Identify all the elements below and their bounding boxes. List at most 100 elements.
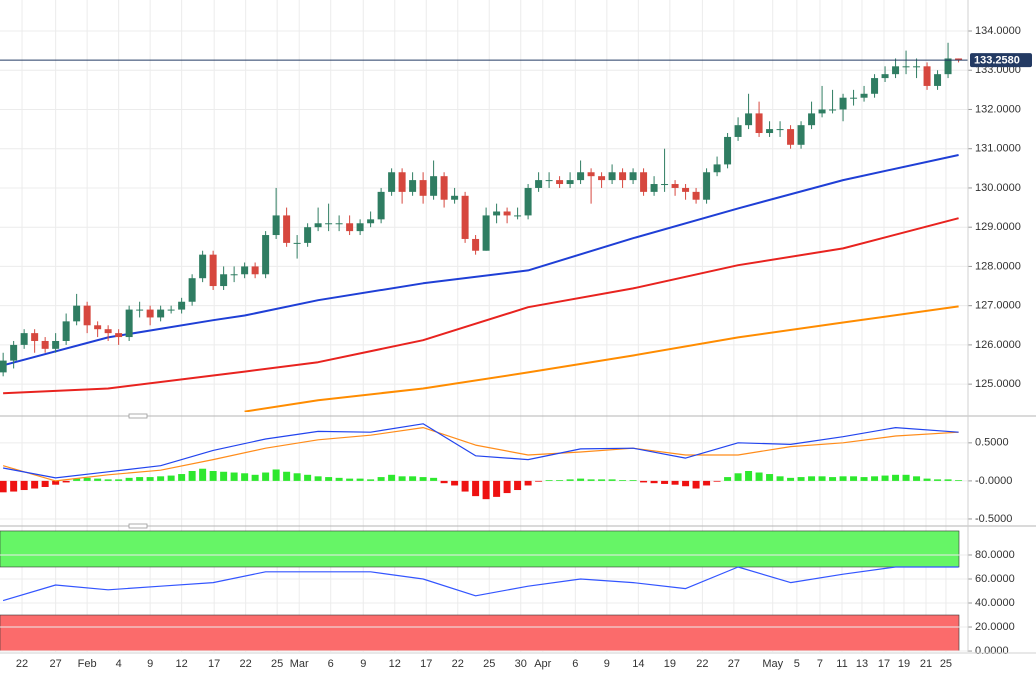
histogram-bar — [566, 479, 574, 481]
candle-body — [755, 113, 763, 134]
x-tick-label: 17 — [878, 658, 890, 670]
candle-body — [409, 180, 417, 192]
histogram-bar — [871, 476, 879, 481]
y-tick-label: 60.0000 — [975, 573, 1015, 585]
y-tick-label: 126.0000 — [975, 339, 1021, 351]
y-tick-label: 130.0000 — [975, 182, 1021, 194]
x-tick-label: Mar — [290, 658, 309, 670]
overbought-band — [0, 530, 960, 568]
histogram-bar — [167, 475, 175, 481]
candle-body — [440, 176, 448, 200]
histogram-bar — [83, 477, 91, 481]
candle-body — [430, 176, 438, 196]
x-tick-label: 22 — [452, 658, 464, 670]
candle-body — [545, 180, 553, 182]
y-tick-label: 80.0000 — [975, 549, 1015, 561]
candle-body — [598, 176, 606, 181]
candle-body — [797, 125, 805, 145]
candle-body — [482, 215, 490, 251]
candle-body — [923, 66, 931, 86]
histogram-bar — [157, 476, 165, 481]
x-tick-label: 12 — [176, 658, 188, 670]
histogram-bar — [734, 473, 742, 481]
x-tick-label: 13 — [856, 658, 868, 670]
candle-body — [52, 340, 60, 349]
candle-body — [146, 309, 154, 318]
candle-body — [587, 172, 595, 177]
histogram-bar — [472, 480, 480, 497]
histogram-bar — [923, 478, 931, 481]
histogram-bar — [503, 480, 511, 494]
last-price-box — [970, 53, 1032, 68]
histogram-bar — [808, 476, 816, 481]
y-tick-label: -0.0000 — [975, 475, 1012, 487]
candle-body — [178, 301, 186, 310]
pane-handle — [128, 413, 148, 419]
histogram-bar — [377, 477, 385, 481]
candle-body — [724, 136, 732, 165]
x-tick-label: 17 — [420, 658, 432, 670]
histogram-bar — [20, 480, 28, 491]
histogram-bar — [304, 474, 312, 481]
candle-body — [157, 309, 165, 318]
histogram-bar — [944, 479, 952, 481]
candle-body — [913, 66, 921, 68]
candle-body — [314, 223, 322, 228]
histogram-bar — [482, 480, 490, 500]
histogram-bar — [619, 480, 627, 481]
x-tick-label: 9 — [147, 658, 153, 670]
rsi-line — [2, 566, 959, 602]
x-tick-label: May — [762, 658, 783, 670]
candle-body — [83, 305, 91, 326]
candle-body — [356, 223, 364, 232]
histogram-bar — [62, 480, 70, 483]
candle-body — [776, 129, 784, 131]
histogram-bar — [262, 472, 270, 481]
candle-body — [31, 333, 39, 341]
histogram-bar — [587, 479, 595, 481]
x-tick-label: 22 — [240, 658, 252, 670]
candle-body — [262, 235, 270, 275]
candle-body — [619, 172, 627, 181]
candle-body — [209, 254, 217, 287]
moving-average — [2, 154, 959, 367]
candle-body — [104, 329, 112, 334]
candle-body — [346, 223, 354, 232]
histogram-bar — [461, 480, 469, 492]
histogram-bar — [73, 478, 81, 481]
histogram-bar — [839, 476, 847, 481]
candle-body — [377, 191, 385, 220]
candle-body — [577, 172, 585, 181]
candle-body — [493, 211, 501, 216]
histogram-bar — [398, 476, 406, 481]
histogram-bar — [535, 480, 543, 482]
candle-body — [398, 172, 406, 192]
histogram-bar — [409, 476, 417, 481]
histogram-bar — [272, 469, 280, 481]
candle-body — [808, 113, 816, 126]
histogram-bar — [797, 477, 805, 481]
histogram-bar — [745, 471, 753, 481]
oversold-band — [0, 614, 960, 652]
candle-body — [136, 309, 144, 311]
candle-body — [115, 333, 123, 338]
y-tick-label: 128.0000 — [975, 260, 1021, 272]
y-tick-label: 125.0000 — [975, 378, 1021, 390]
y-tick-label: 0.5000 — [975, 437, 1009, 449]
candle-body — [335, 223, 343, 225]
candle-body — [325, 223, 333, 225]
candle-body — [367, 219, 375, 224]
histogram-bar — [430, 477, 438, 481]
histogram-bar — [829, 477, 837, 481]
x-tick-label: 19 — [898, 658, 910, 670]
histogram-bar — [913, 476, 921, 481]
x-tick-label: 11 — [836, 658, 847, 670]
macd-line — [2, 427, 959, 482]
candle-body — [10, 344, 18, 361]
candle-body — [94, 325, 102, 330]
x-tick-label: 6 — [572, 658, 578, 670]
y-tick-label: 40.0000 — [975, 597, 1015, 609]
x-tick-label: 9 — [604, 658, 610, 670]
candle-body — [850, 97, 858, 99]
